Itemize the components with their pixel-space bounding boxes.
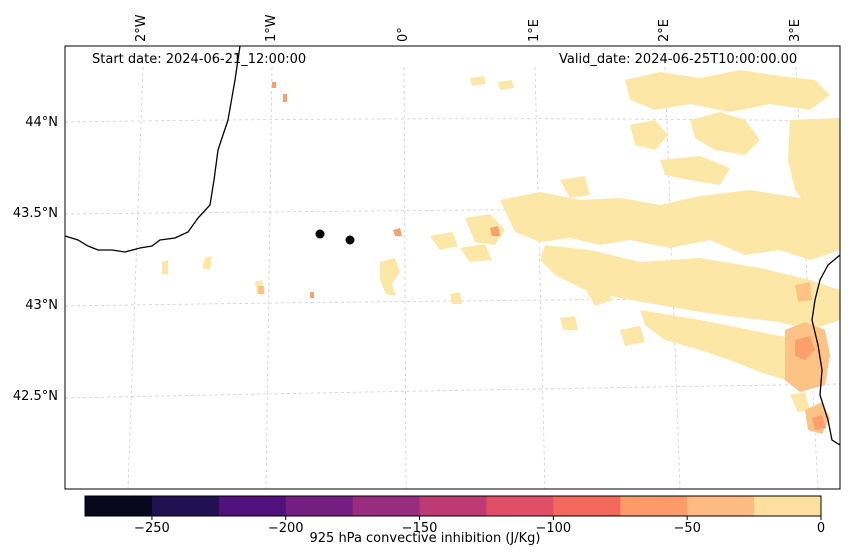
colorbar-label: 925 hPa convective inhibition (J/Kg) xyxy=(0,531,850,546)
marker-point-1 xyxy=(316,230,325,239)
colorbar xyxy=(85,496,822,520)
lon-tick-2e: 2°E xyxy=(657,19,672,42)
colorbar-segment xyxy=(152,496,219,516)
colorbar-segment xyxy=(553,496,620,516)
colorbar-segment xyxy=(486,496,553,516)
colorbar-segment xyxy=(353,496,420,516)
map-figure xyxy=(0,0,850,558)
colorbar-segment xyxy=(219,496,286,516)
lat-tick-44: 44°N xyxy=(0,115,58,130)
lon-tick-0: 0° xyxy=(396,27,411,42)
start-date-label: Start date: 2024-06-21_12:00:00 xyxy=(92,52,306,67)
lon-tick-2w: 2°W xyxy=(134,14,149,42)
marker-point-2 xyxy=(346,236,355,245)
lat-tick-43-5: 43.5°N xyxy=(0,206,58,221)
valid-date-label: Valid_date: 2024-06-25T10:00:00.00 xyxy=(559,52,797,67)
colorbar-segment xyxy=(85,496,152,516)
lon-tick-1e: 1°E xyxy=(527,19,542,42)
colorbar-segment xyxy=(420,496,487,516)
lon-tick-1w: 1°W xyxy=(264,14,279,42)
lat-tick-42-5: 42.5°N xyxy=(0,389,58,404)
colorbar-segment xyxy=(687,496,754,516)
colorbar-segment xyxy=(620,496,687,516)
colorbar-segment xyxy=(286,496,353,516)
lat-tick-43: 43°N xyxy=(0,298,58,313)
colorbar-segment xyxy=(754,496,821,516)
lon-tick-3e: 3°E xyxy=(788,19,803,42)
